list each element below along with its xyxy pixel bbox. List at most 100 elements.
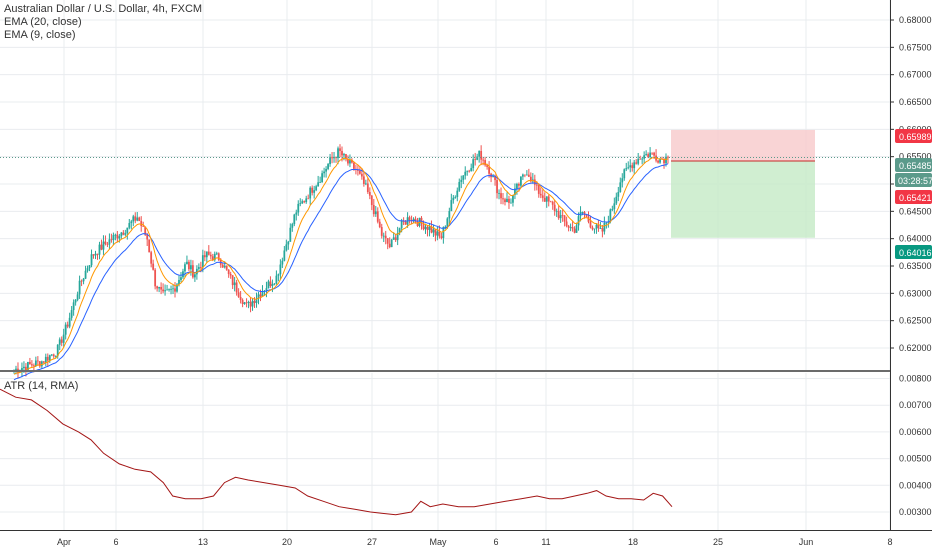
ema20-legend[interactable]: EMA (20, close): [4, 16, 82, 28]
candle-body: [549, 201, 552, 203]
candle-body: [118, 236, 121, 239]
candle-body: [521, 174, 524, 177]
candle-body: [343, 154, 345, 156]
candle-body: [38, 361, 41, 367]
time-tick-label: May: [429, 537, 447, 547]
candle-body: [523, 174, 526, 176]
candle-body: [227, 269, 230, 274]
candle-body: [659, 158, 661, 163]
time-axis-ticks[interactable]: Apr 6 13 20 27 May 6 11 18 25 Jun 8: [57, 537, 893, 547]
candle-body: [631, 165, 634, 169]
price-tick-label: 0.65500: [899, 152, 932, 162]
atr-grid: [0, 373, 891, 530]
atr-axis-ticks[interactable]: 0.00800 0.00700 0.00600 0.00500 0.00400 0.003…: [899, 374, 932, 518]
candle-body: [68, 317, 71, 327]
candle-body: [247, 301, 250, 303]
candle-body: [297, 203, 300, 213]
last-price-tag: 0.65485: [895, 158, 932, 172]
candle-body: [253, 300, 256, 304]
candle-body: [613, 203, 616, 210]
candle-body: [84, 270, 87, 279]
price-tick-label: 0.63000: [899, 288, 932, 298]
candle-body: [565, 221, 568, 226]
candle-body: [593, 228, 596, 230]
candle-body: [494, 176, 496, 181]
candle-body: [70, 310, 73, 318]
candle-body: [186, 261, 188, 265]
time-tick-label: 13: [198, 537, 208, 547]
ema9-legend[interactable]: EMA (9, close): [4, 29, 76, 41]
candle-body: [178, 279, 180, 285]
candle-body: [394, 237, 397, 241]
svg-text:0.65989: 0.65989: [899, 132, 932, 142]
candle-body: [130, 221, 133, 224]
candle-body: [527, 174, 530, 177]
candle-body: [72, 302, 75, 311]
candle-body: [275, 275, 278, 284]
price-axis-ticks[interactable]: 0.680000.675000.670000.665000.660000.655…: [890, 15, 932, 353]
candle-body: [36, 360, 39, 362]
candle-body: [589, 221, 592, 228]
candle-body: [559, 215, 562, 219]
candle-body: [555, 210, 558, 212]
candle-body: [309, 187, 312, 199]
candle-body: [323, 171, 326, 174]
candle-body: [362, 176, 365, 184]
candle-body: [223, 265, 226, 268]
candle-body: [617, 192, 620, 197]
take-profit-zone[interactable]: [671, 160, 815, 238]
candle-body: [176, 284, 178, 292]
ema9-line: [13, 156, 669, 375]
candle-body: [126, 227, 129, 234]
candle-body: [543, 197, 546, 202]
atr-legend[interactable]: ATR (14, RMA): [4, 380, 79, 392]
candle-body: [327, 164, 329, 169]
candle-body: [114, 234, 117, 236]
candle-body: [301, 201, 304, 204]
candle-body: [241, 299, 244, 305]
candle-body: [577, 216, 580, 226]
candle-body: [623, 169, 626, 179]
candle-body: [432, 229, 435, 233]
candle-body: [424, 226, 427, 230]
entry-price-tag: 0.65421: [895, 190, 932, 204]
candle-body: [120, 232, 123, 237]
candle-body: [209, 254, 212, 257]
chart-legend: Australian Dollar / U.S. Dollar, 4h, FXC…: [4, 3, 202, 42]
candle-body: [629, 165, 632, 168]
price-tick-label: 0.62500: [899, 316, 932, 326]
candle-body: [454, 196, 457, 198]
candle-body: [452, 197, 455, 201]
candle-body: [440, 236, 443, 238]
candle-body: [50, 354, 53, 356]
candle-body: [40, 361, 43, 367]
price-tick-label: 0.62000: [899, 343, 932, 353]
symbol-title[interactable]: Australian Dollar / U.S. Dollar, 4h, FXC…: [4, 3, 203, 15]
price-tick-label: 0.63500: [899, 261, 932, 271]
candle-body: [358, 170, 361, 174]
stop-loss-zone[interactable]: [671, 129, 815, 161]
candle-body: [48, 355, 51, 361]
candle-body: [180, 277, 182, 280]
candle-body: [215, 253, 218, 255]
candle-body: [341, 150, 343, 156]
candle-body: [184, 264, 186, 272]
candle-body: [317, 182, 320, 187]
svg-text:0.65421: 0.65421: [899, 193, 932, 203]
atr-tick-label: 0.00700: [899, 400, 932, 410]
candle-body: [172, 288, 174, 290]
candle-body: [366, 183, 369, 192]
candle-body: [597, 224, 600, 229]
svg-text:03:28:57: 03:28:57: [898, 176, 932, 186]
candle-body: [516, 184, 518, 189]
candle-body: [132, 216, 135, 222]
candle-body: [345, 154, 347, 160]
candle-body: [217, 253, 220, 260]
candle-body: [30, 364, 33, 366]
candle-body: [404, 221, 407, 225]
candle-body: [104, 241, 107, 244]
candle-body: [100, 244, 103, 250]
candle-body: [331, 157, 333, 159]
candle-body: [378, 221, 381, 228]
